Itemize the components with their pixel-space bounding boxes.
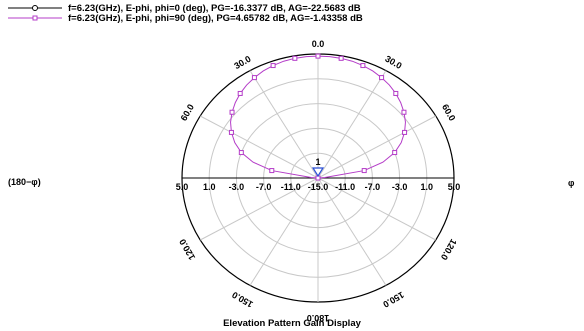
grid-spoke [249,70,319,179]
radial-tick-left: 1.0 [203,182,216,192]
angle-tick: 30.0 [232,54,252,71]
angle-tick: 180.0 [307,313,330,323]
right-axis-label: φ [568,178,575,188]
angle-tick: 120.0 [439,237,459,262]
data-point-phi90 [392,150,398,156]
marker-label: 1 [315,157,320,167]
angle-tick: 150.0 [230,290,255,310]
radial-tick-right: 1.0 [421,182,434,192]
legend: f=6.23(GHz), E-phi, phi=0 (deg), PG=-16.… [8,3,363,24]
radial-tick-left: -11.0 [281,182,301,192]
radial-tick-right: -3.0 [392,182,408,192]
legend-entry-phi0: f=6.23(GHz), E-phi, phi=0 (deg), PG=-16.… [8,3,361,14]
grid-spoke [249,177,319,286]
grid-spoke [199,177,319,241]
radial-tick-right: -7.0 [365,182,381,192]
radial-tick-right: -11.0 [335,182,355,192]
data-point-phi90 [402,129,408,135]
legend-marker-phi0 [32,5,38,11]
legend-marker-phi90 [32,15,38,21]
legend-label-phi90: f=6.23(GHz), E-phi, phi=90 (deg), PG=4.6… [68,13,363,24]
angle-tick: 60.0 [179,102,196,122]
radial-tick-left: 5.0 [176,182,189,192]
data-point-phi90 [228,129,234,135]
data-point-phi90 [229,109,235,115]
chart-title: Elevation Pattern Gain Display [223,318,362,329]
data-point-phi90 [292,55,298,61]
data-point-phi90 [251,75,257,81]
data-point-phi90 [270,63,276,69]
data-point-phi90 [237,90,243,96]
angle-tick: 60.0 [440,102,457,122]
radial-tick-left: -3.0 [229,182,245,192]
data-point-phi90 [315,53,321,59]
data-point-phi90 [361,168,367,174]
data-point-phi90 [393,90,399,96]
angle-tick: 150.0 [381,290,406,310]
grid-spoke [317,177,437,241]
data-point-phi90 [401,109,407,115]
data-point-phi90 [269,168,275,174]
data-point-phi90 [238,150,244,156]
data-point-phi90 [379,75,385,81]
grid-spoke [317,177,387,286]
legend-entry-phi90: f=6.23(GHz), E-phi, phi=90 (deg), PG=4.6… [8,13,363,24]
series-layer: 1 [228,53,408,181]
grid-spoke [199,115,319,179]
angle-tick: 0.0 [312,39,325,49]
radial-tick-left: -15.0 [308,182,329,192]
grid-spoke [317,70,387,179]
marker-triangle [311,167,325,178]
left-axis-label: (180−φ) [8,177,41,187]
data-point-phi90 [338,55,344,61]
data-point-phi90 [360,63,366,69]
legend-label-phi0: f=6.23(GHz), E-phi, phi=0 (deg), PG=-16.… [68,3,361,14]
grid-spoke [317,115,437,179]
radial-tick-left: -7.0 [256,182,272,192]
angle-tick: 30.0 [383,54,403,71]
radial-tick-right: 5.0 [448,182,461,192]
angle-tick: 120.0 [177,237,197,262]
